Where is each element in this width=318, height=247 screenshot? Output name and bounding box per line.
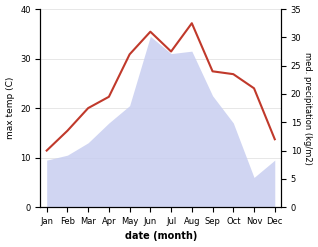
Y-axis label: med. precipitation (kg/m2): med. precipitation (kg/m2) [303, 52, 313, 165]
X-axis label: date (month): date (month) [125, 231, 197, 242]
Y-axis label: max temp (C): max temp (C) [5, 77, 15, 139]
